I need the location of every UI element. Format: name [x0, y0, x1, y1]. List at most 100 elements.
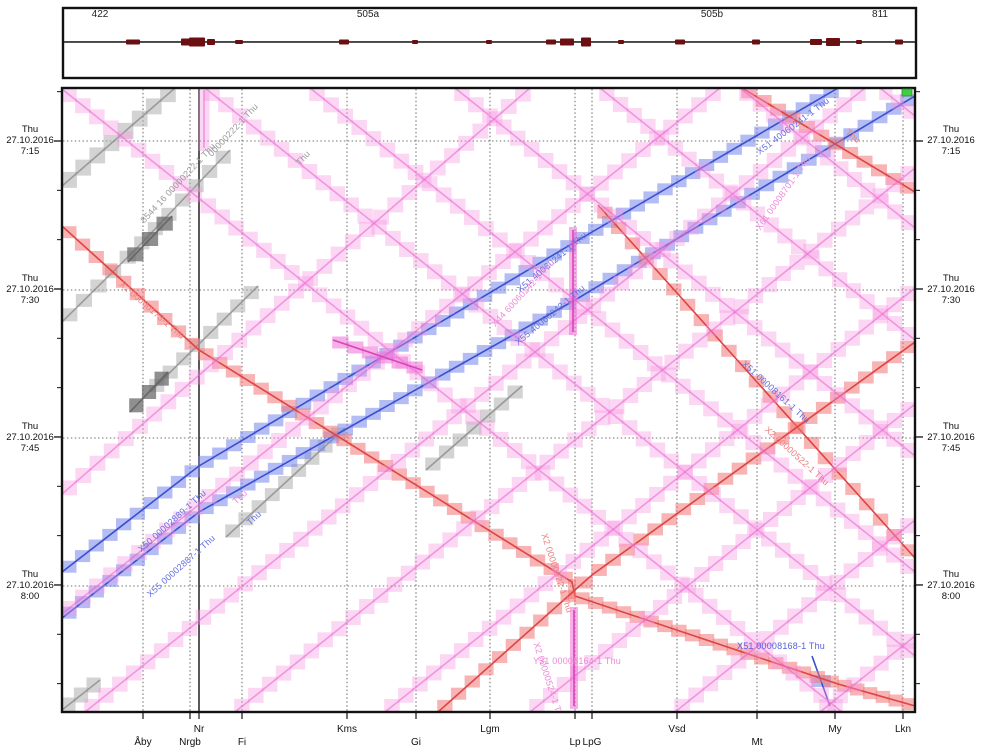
station-label-mt[interactable]: Mt: [751, 737, 763, 748]
overview-station-blob: [895, 39, 903, 45]
train-id-label: Thu: [293, 148, 313, 168]
station-label-lgm[interactable]: Lgm: [480, 724, 500, 735]
train-band-pink-stop-lp2[interactable]: [570, 607, 578, 709]
overview-section-label: 811: [872, 9, 888, 20]
train-band-pink-a6[interactable]: [674, 518, 916, 714]
time-label-right: Thu 27.10.2016 7:30: [921, 273, 981, 306]
time-label-line: Thu: [21, 273, 39, 284]
train-band-gray-2-head[interactable]: [127, 215, 173, 263]
station-label-lkn[interactable]: Lkn: [894, 724, 912, 735]
time-label-line: 7:15: [941, 146, 961, 157]
train-band-pink-a3[interactable]: [234, 166, 916, 714]
overview-station-blob: [675, 39, 685, 45]
overview-station-blob: [339, 39, 349, 45]
train-band-pink-slow[interactable]: [332, 336, 423, 374]
train-band-red-4[interactable]: [437, 341, 916, 712]
train-id-label: 00000222-1 Thu: [205, 101, 261, 159]
overview-station-blob: [546, 39, 556, 45]
time-label-line: 8:00: [941, 591, 961, 602]
train-band-pink-a1[interactable]: [61, 86, 721, 616]
train-id-label: X51 40060241-1 Thu: [754, 95, 832, 157]
train-band-pink-d5[interactable]: [739, 86, 916, 231]
station-label-gi[interactable]: Gi: [411, 737, 421, 748]
train-band-gray-5[interactable]: [425, 385, 523, 471]
train-band-gray-6[interactable]: [61, 677, 101, 713]
train-id-label: X51 00008161-1 Thu: [739, 358, 813, 426]
time-label-left: Thu 27.10.2016 7:15: [0, 124, 60, 157]
train-id-label: X2 00000522-1 Thu: [539, 532, 575, 614]
overview-station-blob: [486, 40, 492, 44]
green-status-marker[interactable]: [901, 88, 913, 97]
train-band-pink-d3[interactable]: [454, 86, 916, 458]
time-label-line: 27.10.2016: [927, 580, 975, 591]
train-band-red-1[interactable]: [61, 225, 916, 711]
time-label-line: 27.10.2016: [6, 432, 54, 443]
time-label-line: Thu: [942, 124, 960, 135]
train-id-labels-layer: 8544 16 00000222-1 Thu 00000222-1 Thu X2 0…: [63, 89, 914, 711]
train-band-pink-a5[interactable]: [529, 402, 916, 714]
train-band-blue-2[interactable]: [61, 94, 916, 619]
time-label-line: Thu: [21, 124, 39, 135]
train-band-pink-d0[interactable]: [61, 87, 843, 714]
train-id-label: Y31 00008164-1 Thu: [532, 656, 622, 666]
time-label-line: 27.10.2016: [6, 580, 54, 591]
station-label-lpg[interactable]: LpG: [582, 737, 602, 748]
train-band-pink-d1[interactable]: [204, 86, 916, 658]
train-band-gray-1[interactable]: [61, 86, 176, 188]
train-band-pink-a4[interactable]: [384, 286, 916, 714]
station-label-lp[interactable]: Lp: [569, 737, 581, 748]
time-label-left: Thu 27.10.2016 7:30: [0, 273, 60, 306]
train-band-pink-a2[interactable]: [84, 86, 866, 714]
time-label-line: 7:45: [941, 443, 961, 454]
overview-station-blob: [560, 38, 574, 46]
time-label-line: 7:30: [941, 295, 961, 306]
overview-station-blob: [618, 40, 624, 44]
overview-border: [61, 6, 918, 80]
overview-section-label: 505b: [700, 9, 724, 20]
station-label-nr[interactable]: Nr: [193, 724, 205, 735]
overview-station-blob: [810, 39, 822, 45]
station-label-nrgb[interactable]: Nrgb: [179, 737, 201, 748]
time-label-line: 7:15: [20, 146, 40, 157]
train-band-pink-d2[interactable]: [309, 86, 916, 574]
overview-station-blob: [752, 39, 760, 45]
corridor-overview-panel[interactable]: [0, 0, 990, 85]
overview-section-label: 422: [91, 9, 109, 20]
train-band-red-3[interactable]: [597, 204, 916, 559]
overview-station-blob: [207, 39, 215, 45]
train-band-pink-a0[interactable]: [61, 87, 531, 496]
train-id-label: X2 00000173-1 Thu: [117, 279, 187, 341]
overview-station-blob: [126, 39, 140, 45]
overview-station-blob: [181, 38, 191, 46]
station-label-kms[interactable]: Kms: [337, 724, 357, 735]
time-label-line: 27.10.2016: [927, 135, 975, 146]
train-id-label: X2 00000522-1 Thu: [762, 424, 832, 488]
train-band-pink-d4[interactable]: [599, 86, 916, 343]
train-band-pink-a7[interactable]: [819, 633, 916, 714]
train-band-pink-stop-nr[interactable]: [198, 87, 210, 151]
time-label-right: Thu 27.10.2016 7:45: [921, 421, 981, 454]
train-band-gray-3-head[interactable]: [129, 371, 169, 413]
train-id-label: X2 00000524-1 Thu: [531, 641, 567, 711]
time-label-line: 8:00: [20, 591, 40, 602]
train-band-pink-stop-lp1[interactable]: [569, 227, 577, 335]
overview-section-label: 505a: [356, 9, 380, 20]
train-id-label: X55 00002887-1 Thu: [144, 532, 218, 600]
overview-station-blob: [235, 40, 243, 44]
station-label-vsd[interactable]: Vsd: [668, 724, 686, 735]
time-label-line: 27.10.2016: [6, 284, 54, 295]
station-label-åby[interactable]: Åby: [134, 737, 152, 748]
overview-station-blob: [826, 38, 840, 46]
time-label-line: Thu: [942, 569, 960, 580]
train-id-label: X51 00008168-1 Thu: [736, 641, 826, 651]
train-id-label: 8544 16 00000222-1 Thu: [138, 141, 218, 225]
station-label-my[interactable]: My: [828, 724, 842, 735]
train-id-label: Thu: [230, 487, 250, 507]
train-bands: [61, 85, 916, 714]
overview-station-blob: [412, 40, 418, 44]
time-label-left: Thu 27.10.2016 7:45: [0, 421, 60, 454]
train-band-pink-d6[interactable]: [879, 85, 916, 119]
station-label-fi[interactable]: Fi: [237, 737, 247, 748]
